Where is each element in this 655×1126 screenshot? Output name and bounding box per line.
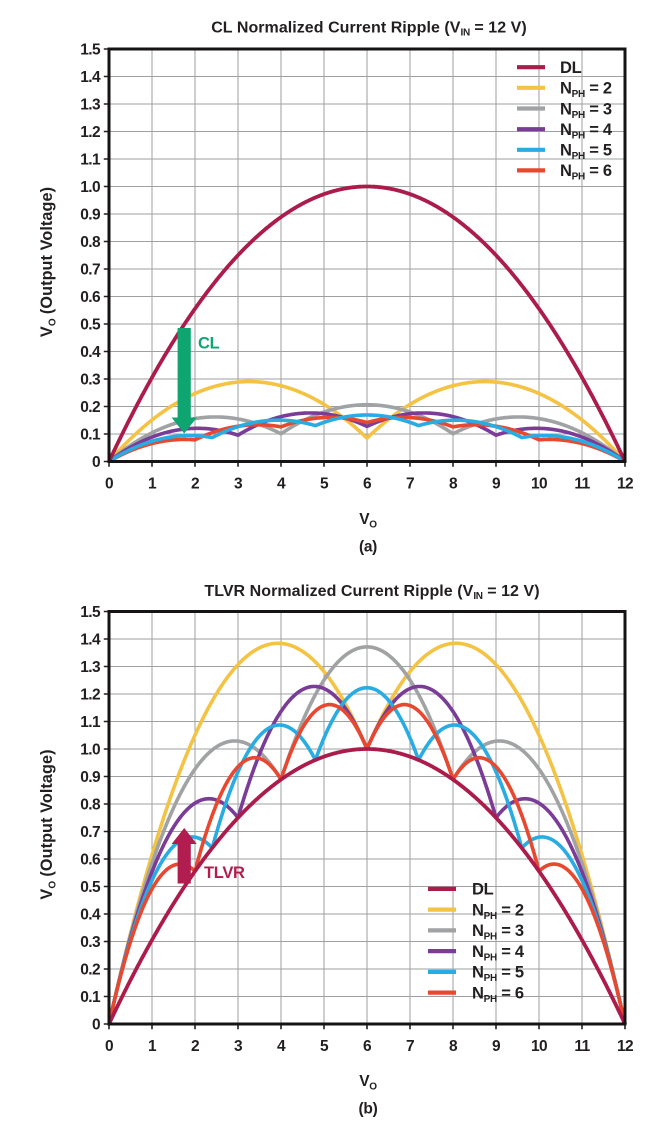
svg-text:0.5: 0.5 (80, 879, 101, 896)
svg-text:NPH = 4: NPH = 4 (472, 943, 525, 964)
svg-text:0.3: 0.3 (80, 934, 101, 951)
svg-text:0.5: 0.5 (80, 317, 101, 334)
svg-text:0.2: 0.2 (80, 399, 100, 416)
svg-text:0.8: 0.8 (80, 234, 101, 251)
svg-text:1.3: 1.3 (80, 659, 101, 676)
svg-text:5: 5 (320, 476, 329, 493)
svg-text:10: 10 (531, 1038, 547, 1055)
svg-text:0: 0 (92, 1017, 100, 1034)
svg-text:11: 11 (574, 476, 590, 493)
svg-text:NPH = 5: NPH = 5 (472, 964, 524, 985)
svg-text:8: 8 (449, 1038, 458, 1055)
svg-text:1.0: 1.0 (80, 179, 100, 196)
svg-text:1.4: 1.4 (80, 69, 101, 86)
svg-text:1.0: 1.0 (80, 742, 100, 759)
svg-text:6: 6 (363, 476, 372, 493)
svg-text:1.3: 1.3 (80, 97, 101, 114)
svg-text:NPH = 6: NPH = 6 (560, 162, 612, 183)
svg-text:0: 0 (105, 476, 113, 493)
svg-text:0.3: 0.3 (80, 372, 101, 389)
svg-text:NPH = 3: NPH = 3 (560, 100, 612, 121)
svg-text:1: 1 (148, 476, 157, 493)
svg-text:9: 9 (492, 476, 501, 493)
svg-text:0.8: 0.8 (80, 797, 101, 814)
svg-text:2: 2 (191, 476, 199, 493)
svg-text:7: 7 (406, 1038, 414, 1055)
svg-text:1: 1 (148, 1038, 157, 1055)
svg-text:0.6: 0.6 (80, 289, 101, 306)
svg-text:0: 0 (92, 454, 100, 471)
svg-text:6: 6 (363, 1038, 372, 1055)
svg-text:7: 7 (406, 476, 414, 493)
svg-text:0.1: 0.1 (80, 427, 101, 444)
svg-text:NPH = 2: NPH = 2 (472, 901, 524, 922)
svg-text:9: 9 (492, 1038, 501, 1055)
svg-text:1.5: 1.5 (80, 604, 101, 621)
svg-text:0.4: 0.4 (80, 344, 101, 361)
svg-text:1.5: 1.5 (80, 42, 101, 59)
svg-text:0.9: 0.9 (80, 207, 101, 224)
svg-text:0.1: 0.1 (80, 989, 101, 1006)
svg-text:NPH = 5: NPH = 5 (560, 142, 612, 163)
svg-text:NPH = 4: NPH = 4 (560, 121, 613, 142)
svg-text:0.4: 0.4 (80, 907, 101, 924)
svg-text:0.7: 0.7 (80, 262, 100, 279)
svg-text:0.6: 0.6 (80, 852, 101, 869)
svg-text:CL Normalized Current Ripple (: CL Normalized Current Ripple (VIN = 12 V… (211, 20, 527, 39)
svg-text:NPH = 3: NPH = 3 (472, 922, 524, 943)
svg-text:12: 12 (617, 476, 633, 493)
svg-text:3: 3 (234, 476, 243, 493)
svg-text:TLVR Normalized Current Ripple: TLVR Normalized Current Ripple (VIN = 12… (204, 583, 539, 602)
svg-text:0.7: 0.7 (80, 824, 100, 841)
svg-text:4: 4 (277, 1038, 286, 1055)
svg-text:11: 11 (574, 1038, 590, 1055)
svg-text:NPH = 6: NPH = 6 (472, 984, 524, 1005)
svg-text:2: 2 (191, 1038, 199, 1055)
svg-text:3: 3 (234, 1038, 243, 1055)
svg-text:0.2: 0.2 (80, 962, 100, 979)
svg-text:1.1: 1.1 (80, 714, 101, 731)
svg-text:DL: DL (560, 59, 582, 77)
svg-text:8: 8 (449, 476, 458, 493)
svg-text:0: 0 (105, 1038, 113, 1055)
svg-text:(b): (b) (359, 1101, 378, 1118)
svg-text:12: 12 (617, 1038, 633, 1055)
svg-text:TLVR: TLVR (204, 864, 245, 882)
svg-text:VO (Output Voltage): VO (Output Voltage) (38, 187, 59, 337)
svg-text:NPH = 2: NPH = 2 (560, 80, 612, 101)
svg-text:5: 5 (320, 1038, 329, 1055)
svg-text:0.9: 0.9 (80, 769, 101, 786)
svg-text:VO (Output Voltage): VO (Output Voltage) (38, 749, 59, 899)
svg-text:(a): (a) (359, 539, 377, 556)
svg-text:4: 4 (277, 476, 286, 493)
svg-text:10: 10 (531, 476, 547, 493)
svg-text:1.1: 1.1 (80, 152, 101, 169)
svg-text:DL: DL (472, 881, 494, 899)
svg-text:1.4: 1.4 (80, 632, 101, 649)
svg-text:1.2: 1.2 (80, 124, 100, 141)
svg-text:CL: CL (198, 335, 220, 353)
svg-text:1.2: 1.2 (80, 687, 100, 704)
